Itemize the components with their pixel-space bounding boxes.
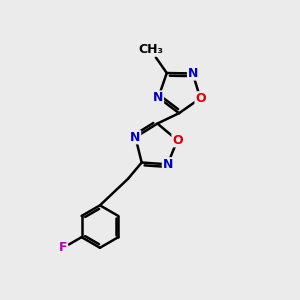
- Text: N: N: [162, 158, 173, 171]
- Text: N: N: [153, 91, 164, 104]
- Text: N: N: [130, 131, 141, 144]
- Text: N: N: [188, 67, 198, 80]
- Text: CH₃: CH₃: [138, 43, 163, 56]
- Text: O: O: [172, 134, 183, 147]
- Text: O: O: [195, 92, 206, 105]
- Text: F: F: [59, 241, 68, 254]
